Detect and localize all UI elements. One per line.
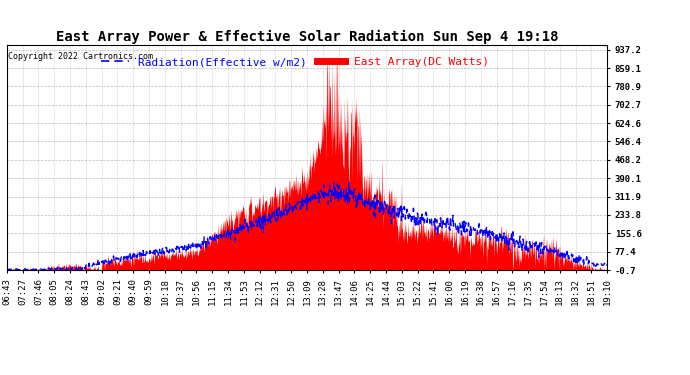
Legend: Radiation(Effective w/m2), East Array(DC Watts): Radiation(Effective w/m2), East Array(DC… (97, 53, 493, 72)
Title: East Array Power & Effective Solar Radiation Sun Sep 4 19:18: East Array Power & Effective Solar Radia… (56, 30, 558, 44)
Text: Copyright 2022 Cartronics.com: Copyright 2022 Cartronics.com (8, 52, 152, 61)
